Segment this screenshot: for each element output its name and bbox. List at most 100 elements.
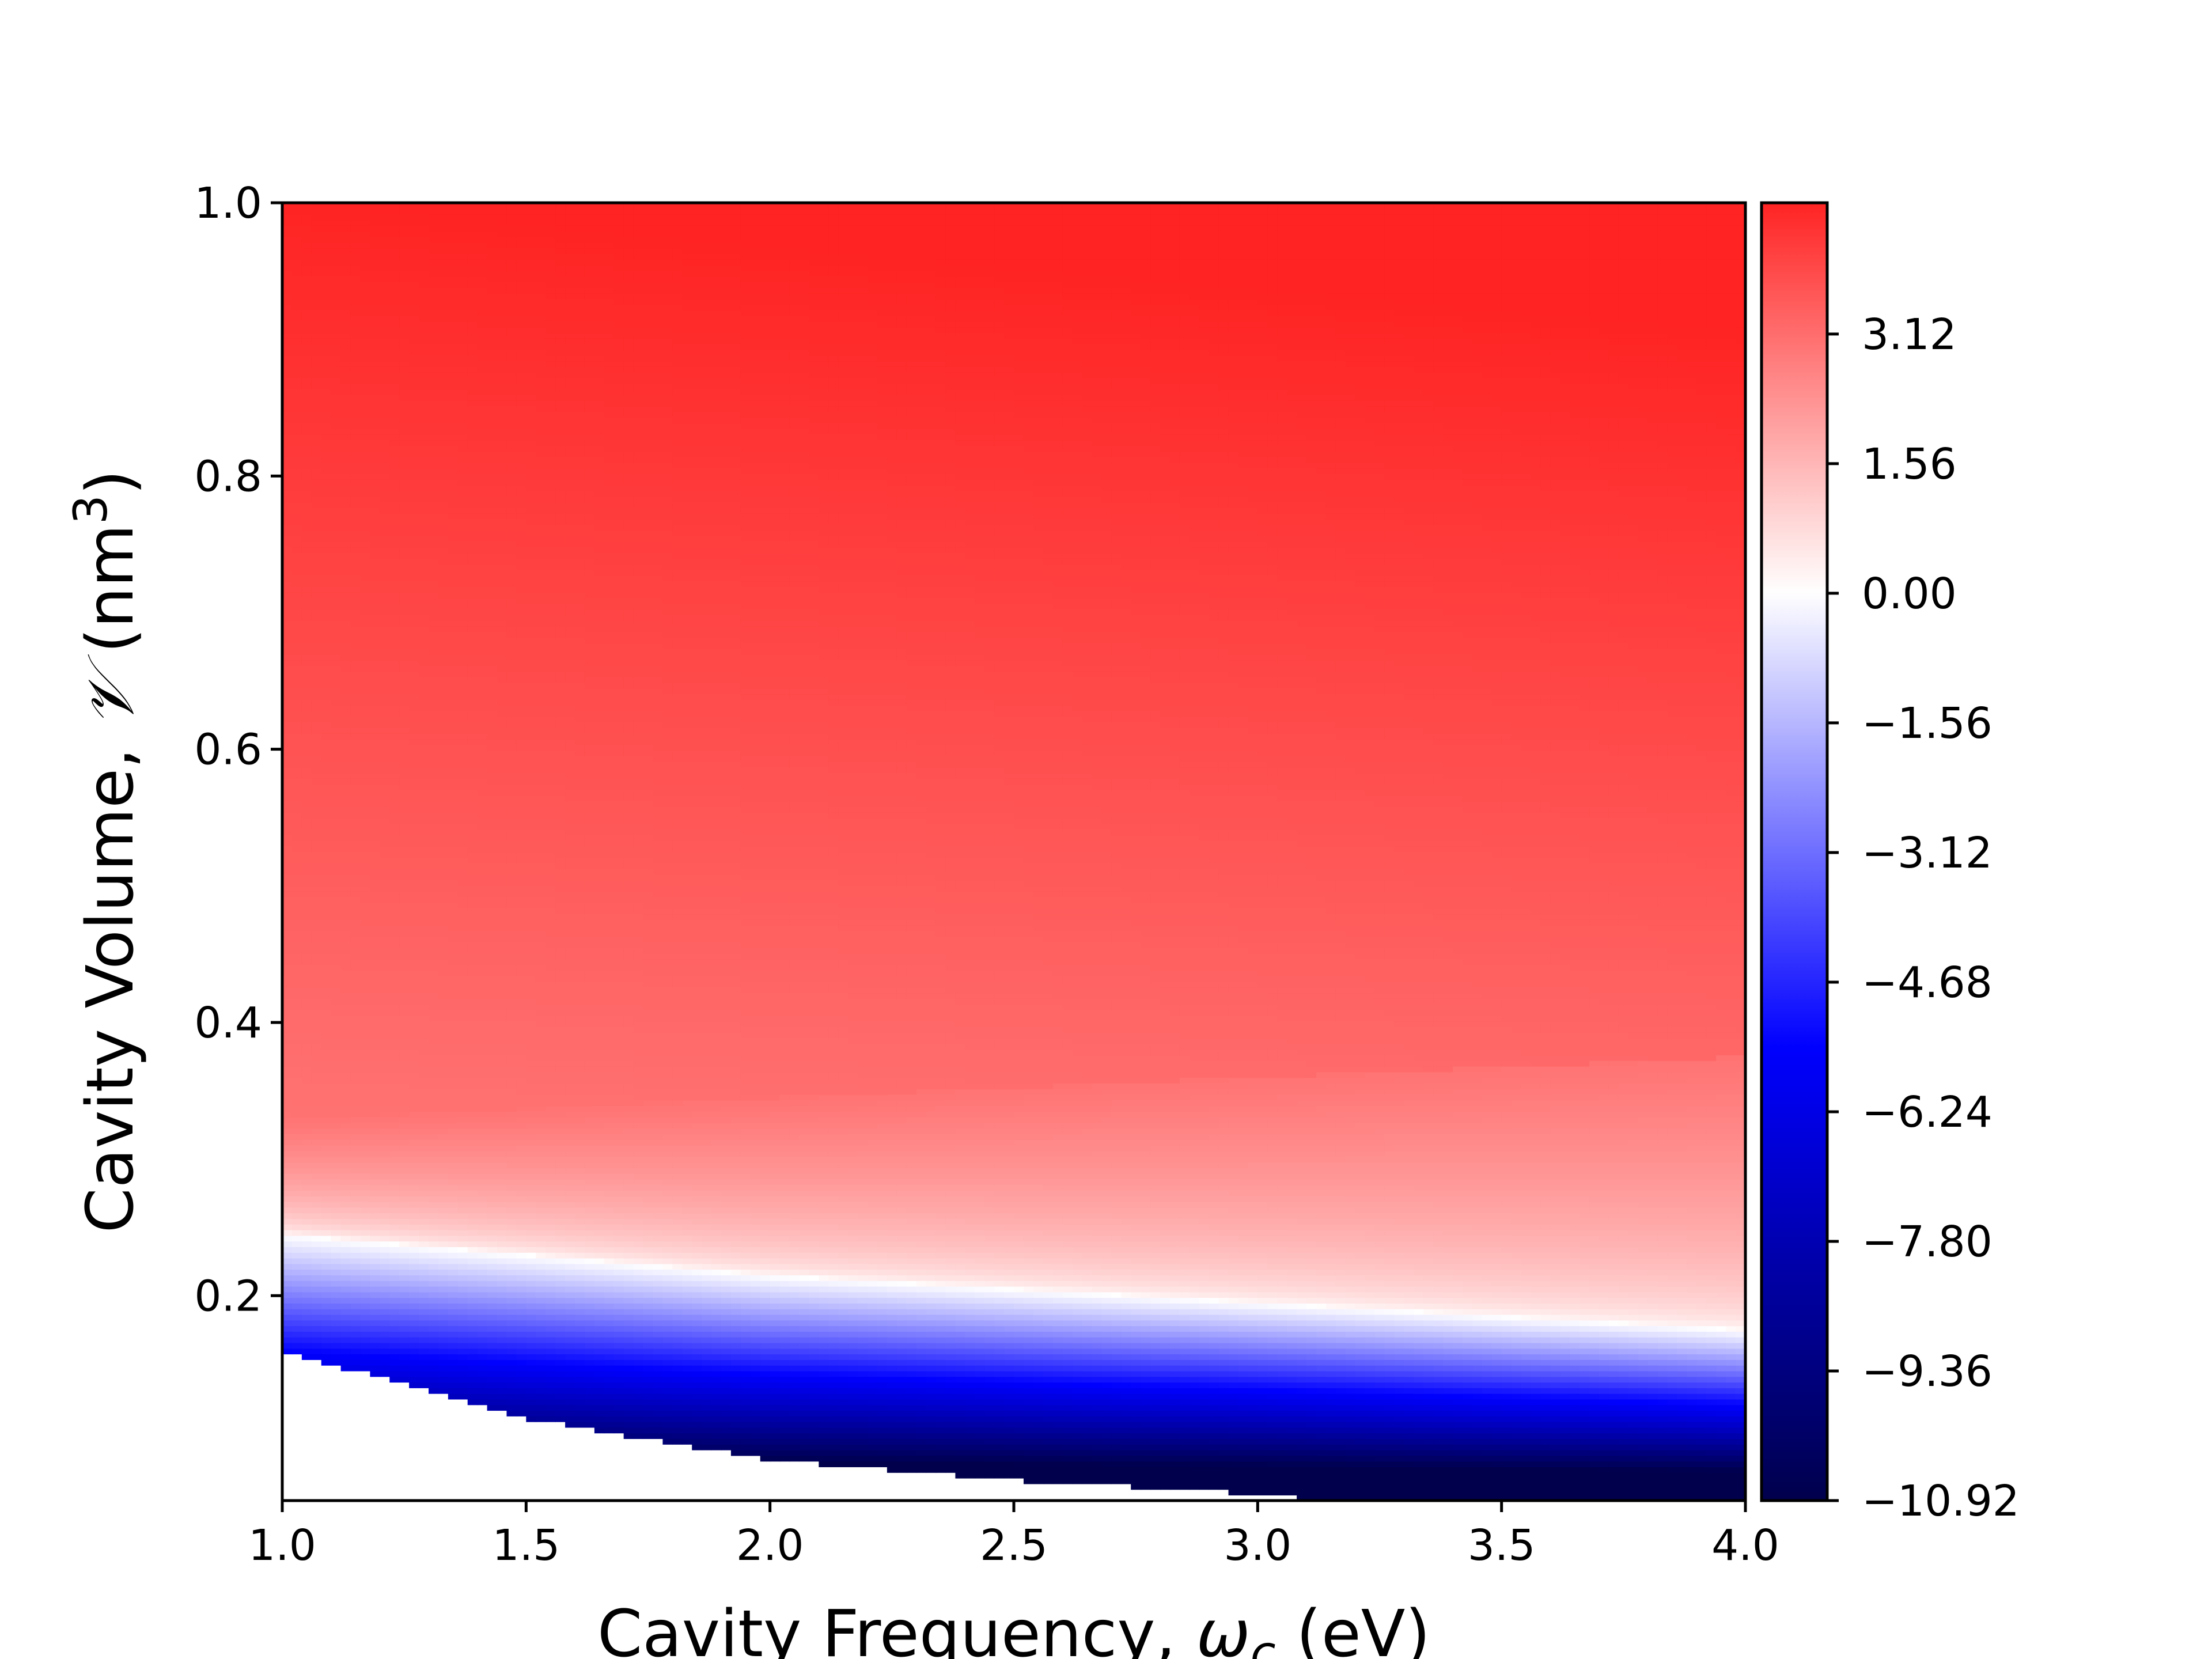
- heatmap-cell: [487, 1224, 498, 1230]
- heatmap-cell: [409, 1049, 419, 1055]
- heatmap-cell: [321, 993, 332, 999]
- heatmap-cell: [438, 762, 449, 768]
- heatmap-cell: [341, 885, 351, 892]
- heatmap-cell: [429, 1190, 439, 1196]
- heatmap-cell: [458, 1134, 468, 1140]
- heatmap-cell: [389, 835, 400, 841]
- heatmap-cell: [302, 265, 312, 271]
- heatmap-cell: [487, 1315, 498, 1321]
- heatmap-cell: [478, 598, 488, 604]
- heatmap-cell: [321, 1168, 332, 1174]
- heatmap-cell: [497, 796, 507, 802]
- heatmap-cell: [399, 570, 410, 576]
- heatmap-cell: [429, 942, 439, 948]
- heatmap-cell: [448, 479, 459, 486]
- heatmap-cell: [370, 327, 380, 334]
- heatmap-cell: [380, 948, 390, 954]
- heatmap-cell: [468, 219, 478, 226]
- heatmap-cell: [409, 643, 419, 649]
- heatmap-cell: [448, 219, 459, 226]
- heatmap-cell: [478, 310, 488, 316]
- heatmap-cell: [282, 1077, 293, 1084]
- heatmap-cell: [389, 1038, 400, 1044]
- heatmap-cell: [506, 485, 517, 491]
- heatmap-cell: [331, 1252, 342, 1259]
- heatmap-cell: [458, 586, 468, 593]
- heatmap-cell: [487, 1190, 498, 1196]
- heatmap-cell: [389, 1275, 400, 1281]
- heatmap-cell: [399, 649, 410, 655]
- heatmap-cell: [341, 1218, 351, 1225]
- heatmap-cell: [429, 265, 439, 271]
- heatmap-cell: [487, 321, 498, 328]
- heatmap-cell: [506, 423, 517, 429]
- heatmap-cell: [487, 592, 498, 599]
- heatmap-cell: [419, 993, 429, 999]
- heatmap-cell: [389, 970, 400, 976]
- heatmap-cell: [429, 964, 439, 971]
- heatmap-cell: [429, 1010, 439, 1016]
- heatmap-cell: [506, 620, 517, 627]
- heatmap-cell: [487, 1094, 498, 1101]
- heatmap-image: [282, 203, 1746, 1501]
- heatmap-cell: [487, 1139, 498, 1146]
- heatmap-cell: [487, 1354, 498, 1360]
- heatmap-cell: [506, 1252, 517, 1259]
- heatmap-cell: [487, 485, 498, 491]
- heatmap-cell: [478, 699, 488, 706]
- heatmap-cell: [458, 835, 468, 841]
- heatmap-cell: [458, 423, 468, 429]
- heatmap-cell: [292, 1331, 302, 1338]
- heatmap-cell: [438, 1038, 449, 1044]
- heatmap-cell: [389, 423, 400, 429]
- heatmap-cell: [497, 603, 507, 609]
- heatmap-cell: [448, 711, 459, 717]
- heatmap-cell: [419, 671, 429, 677]
- heatmap-cell: [331, 1258, 342, 1264]
- heatmap-cell: [478, 671, 488, 677]
- heatmap-cell: [389, 524, 400, 531]
- heatmap-cell: [282, 824, 293, 830]
- heatmap-cell: [380, 1286, 390, 1293]
- heatmap-cell: [370, 1134, 380, 1140]
- heatmap-cell: [458, 756, 468, 762]
- heatmap-cell: [409, 321, 419, 328]
- heatmap-cell: [438, 1207, 449, 1214]
- heatmap-cell: [331, 1145, 342, 1152]
- heatmap-cell: [478, 271, 488, 277]
- heatmap-cell: [468, 615, 478, 621]
- heatmap-cell: [468, 1117, 478, 1123]
- heatmap-cell: [497, 237, 507, 243]
- heatmap-cell: [380, 897, 390, 903]
- heatmap-cell: [497, 1377, 507, 1383]
- heatmap-cell: [409, 586, 419, 593]
- heatmap-cell: [389, 1134, 400, 1140]
- heatmap-cell: [399, 919, 410, 926]
- heatmap-cell: [380, 1162, 390, 1168]
- heatmap-cell: [399, 733, 410, 740]
- heatmap-cell: [282, 219, 293, 226]
- heatmap-cell: [438, 1371, 449, 1377]
- heatmap-cell: [478, 1354, 488, 1360]
- heatmap-cell: [506, 1111, 517, 1118]
- heatmap-cell: [429, 558, 439, 565]
- heatmap-cell: [448, 1083, 459, 1089]
- heatmap-cell: [487, 677, 498, 683]
- heatmap-cell: [399, 936, 410, 942]
- heatmap-cell: [302, 513, 312, 520]
- heatmap-cell: [302, 796, 312, 802]
- heatmap-cell: [360, 705, 370, 711]
- heatmap-cell: [341, 1066, 351, 1073]
- heatmap-cell: [351, 1365, 361, 1372]
- heatmap-cell: [312, 1247, 322, 1253]
- heatmap-cell: [321, 1303, 332, 1309]
- heatmap-cell: [468, 209, 478, 215]
- heatmap-cell: [360, 1128, 370, 1134]
- heatmap-cell: [321, 1179, 332, 1185]
- heatmap-cell: [380, 507, 390, 514]
- heatmap-cell: [341, 1359, 351, 1366]
- heatmap-cell: [438, 1309, 449, 1315]
- heatmap-cell: [438, 626, 449, 632]
- heatmap-cell: [429, 1264, 439, 1270]
- heatmap-cell: [380, 423, 390, 429]
